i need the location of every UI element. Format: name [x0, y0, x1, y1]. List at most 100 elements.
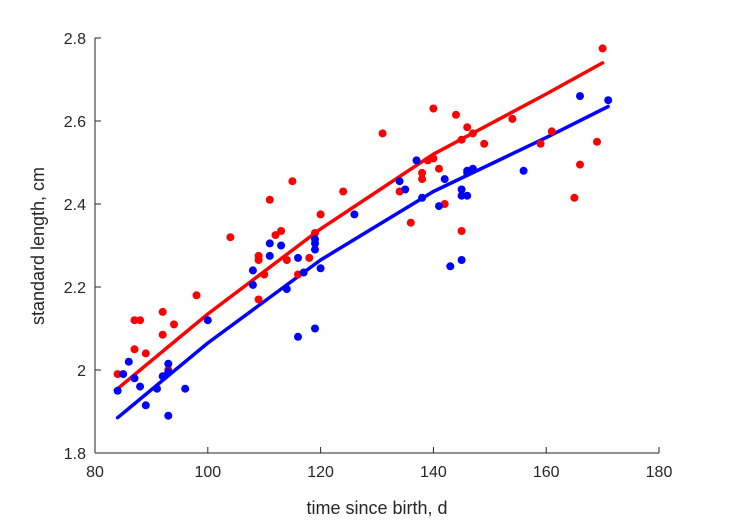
- data-point-series-1: [429, 154, 438, 163]
- data-point-series-1: [311, 229, 319, 237]
- data-point-series-1: [282, 256, 291, 264]
- data-point-series-2: [435, 202, 443, 211]
- data-point-series-1: [254, 256, 263, 264]
- x-tick-label: 180: [646, 464, 673, 481]
- data-point-series-2: [418, 193, 427, 202]
- data-point-series-1: [136, 316, 145, 325]
- data-point-series-1: [113, 370, 122, 379]
- data-point-series-1: [339, 187, 348, 196]
- data-point-series-2: [412, 156, 421, 165]
- data-point-series-2: [277, 241, 286, 250]
- x-tick-label: 100: [194, 464, 221, 481]
- data-point-series-1: [468, 129, 477, 138]
- data-point-series-2: [153, 384, 161, 393]
- ticks: 80 100 120 140 160 180 1.8 2 2.2 2.4 2.6 2.8: [64, 31, 673, 481]
- y-tick-label: 1.8: [64, 446, 86, 463]
- data-point-series-2: [164, 359, 173, 368]
- x-tick-label: 120: [307, 464, 334, 481]
- data-point-series-2: [311, 324, 319, 333]
- data-point-series-1: [260, 270, 269, 279]
- y-tick-label: 2.6: [64, 114, 86, 131]
- data-point-series-2: [164, 411, 173, 420]
- data-point-series-2: [395, 177, 404, 186]
- data-point-series-1: [265, 195, 274, 204]
- fit-lines: [115, 61, 610, 420]
- x-tick-label: 160: [533, 464, 560, 481]
- data-point-series-2: [463, 191, 472, 200]
- data-point-series-2: [164, 368, 173, 377]
- data-point-series-1: [226, 233, 235, 242]
- data-point-series-1: [406, 218, 415, 227]
- data-point-series-2: [203, 316, 212, 325]
- data-point-series-2: [457, 185, 466, 194]
- x-axis-label: time since birth, d: [306, 498, 447, 518]
- x-tick-label: 80: [86, 464, 104, 481]
- data-point-series-1: [378, 129, 387, 138]
- x-tick-label: 140: [420, 464, 447, 481]
- data-point-series-1: [418, 175, 427, 184]
- data-point-series-2: [248, 266, 257, 275]
- data-point-series-2: [136, 382, 145, 391]
- data-point-series-2: [350, 210, 359, 219]
- data-point-series-1: [593, 137, 601, 146]
- data-point-series-2: [440, 175, 449, 184]
- data-point-series-2: [311, 245, 319, 254]
- data-point-series-1: [418, 168, 427, 177]
- data-point-series-2: [141, 401, 150, 410]
- data-point-series-1: [130, 316, 139, 325]
- fit-line-series-2: [115, 104, 610, 420]
- data-point-series-2: [457, 256, 466, 264]
- data-point-series-2: [124, 357, 133, 366]
- data-point-series-1: [457, 227, 466, 235]
- data-point-series-2: [576, 92, 584, 101]
- data-point-series-1: [192, 291, 201, 300]
- data-point-series-1: [536, 139, 545, 148]
- data-point-series-1: [254, 295, 263, 304]
- data-point-series-1: [570, 193, 579, 202]
- data-point-series-1: [452, 110, 460, 119]
- data-point-series-2: [294, 332, 302, 341]
- data-point-series-1: [598, 44, 607, 53]
- data-points: [113, 44, 613, 420]
- data-point-series-2: [446, 262, 455, 271]
- data-point-series-1: [141, 349, 150, 358]
- data-point-series-1: [130, 345, 139, 354]
- data-point-series-2: [119, 370, 128, 379]
- data-point-series-2: [316, 264, 325, 273]
- data-point-series-2: [468, 164, 477, 173]
- data-point-series-1: [457, 135, 466, 144]
- y-axis-label: standard length, cm: [28, 167, 48, 325]
- data-point-series-2: [299, 268, 308, 277]
- data-point-series-1: [576, 160, 584, 169]
- data-point-series-2: [113, 386, 122, 395]
- data-point-series-2: [604, 96, 613, 105]
- data-point-series-2: [311, 239, 319, 248]
- data-point-series-1: [288, 177, 297, 186]
- data-point-series-1: [547, 127, 556, 136]
- y-tick-label: 2.8: [64, 31, 86, 48]
- data-point-series-1: [305, 253, 314, 262]
- data-point-series-2: [130, 374, 139, 383]
- data-point-series-1: [463, 123, 472, 132]
- data-point-series-1: [435, 164, 443, 173]
- y-tick-label: 2.2: [64, 280, 86, 297]
- data-point-series-2: [401, 185, 410, 194]
- data-point-series-2: [158, 372, 167, 381]
- data-point-series-2: [294, 253, 302, 262]
- data-point-series-2: [181, 384, 190, 393]
- y-tick-label: 2.4: [64, 197, 86, 214]
- data-point-series-2: [519, 166, 528, 175]
- data-point-series-1: [277, 227, 286, 235]
- axes: [94, 38, 659, 454]
- data-point-series-1: [508, 114, 517, 123]
- data-point-series-1: [271, 231, 280, 240]
- data-point-series-2: [265, 239, 274, 248]
- data-point-series-2: [248, 280, 257, 289]
- data-point-series-1: [429, 104, 438, 113]
- data-point-series-1: [316, 210, 325, 219]
- data-point-series-2: [265, 251, 274, 260]
- fit-line-series-1: [115, 61, 605, 391]
- data-point-series-2: [457, 191, 466, 200]
- data-point-series-1: [158, 330, 167, 339]
